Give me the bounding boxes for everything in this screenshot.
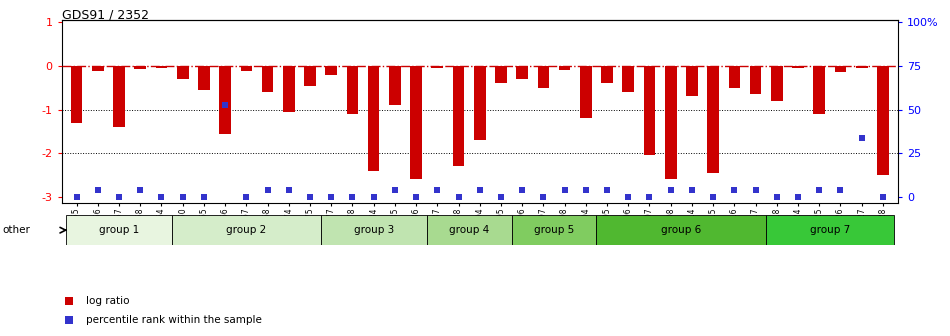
Bar bbox=[390, 66, 401, 105]
Bar bbox=[686, 66, 697, 96]
Bar bbox=[622, 66, 634, 92]
Bar bbox=[156, 66, 167, 68]
Bar bbox=[240, 66, 252, 71]
Text: GDS91 / 2352: GDS91 / 2352 bbox=[62, 8, 149, 22]
Text: group 3: group 3 bbox=[353, 225, 394, 235]
Text: group 4: group 4 bbox=[449, 225, 489, 235]
Bar bbox=[172, 215, 320, 245]
Text: group 1: group 1 bbox=[99, 225, 139, 235]
Bar bbox=[113, 66, 124, 127]
Bar bbox=[512, 215, 597, 245]
Bar bbox=[495, 66, 506, 83]
Bar bbox=[262, 66, 274, 92]
Bar bbox=[427, 215, 512, 245]
Bar bbox=[580, 66, 592, 118]
Bar bbox=[304, 66, 315, 86]
Bar bbox=[410, 66, 422, 179]
Text: log ratio: log ratio bbox=[86, 296, 129, 306]
Bar bbox=[368, 66, 379, 171]
Text: percentile rank within the sample: percentile rank within the sample bbox=[86, 315, 261, 325]
Text: group 7: group 7 bbox=[809, 225, 850, 235]
Bar bbox=[877, 66, 889, 175]
Bar bbox=[453, 66, 465, 166]
Bar bbox=[326, 66, 337, 75]
Bar bbox=[813, 66, 826, 114]
Bar bbox=[856, 66, 867, 68]
Bar bbox=[347, 66, 358, 114]
Bar bbox=[601, 66, 613, 83]
Bar bbox=[559, 66, 570, 70]
Bar bbox=[219, 66, 231, 133]
Bar bbox=[835, 66, 846, 73]
Text: group 2: group 2 bbox=[226, 225, 266, 235]
Bar bbox=[792, 66, 804, 68]
Text: group 5: group 5 bbox=[534, 225, 574, 235]
Bar bbox=[767, 215, 894, 245]
Bar bbox=[199, 66, 210, 90]
Bar bbox=[644, 66, 655, 155]
Bar bbox=[538, 66, 549, 88]
Bar bbox=[177, 66, 188, 79]
Bar bbox=[66, 215, 172, 245]
Bar bbox=[665, 66, 676, 179]
Bar bbox=[597, 215, 767, 245]
Bar bbox=[517, 66, 528, 79]
Bar bbox=[708, 66, 719, 173]
Bar bbox=[283, 66, 294, 112]
Bar bbox=[431, 66, 443, 68]
Bar bbox=[771, 66, 783, 101]
Text: other: other bbox=[3, 225, 30, 235]
Bar bbox=[474, 66, 485, 140]
Bar bbox=[70, 66, 83, 123]
Bar bbox=[750, 66, 761, 94]
Text: group 6: group 6 bbox=[661, 225, 701, 235]
Bar bbox=[320, 215, 427, 245]
Bar bbox=[729, 66, 740, 88]
Bar bbox=[92, 66, 104, 71]
Bar bbox=[134, 66, 146, 70]
